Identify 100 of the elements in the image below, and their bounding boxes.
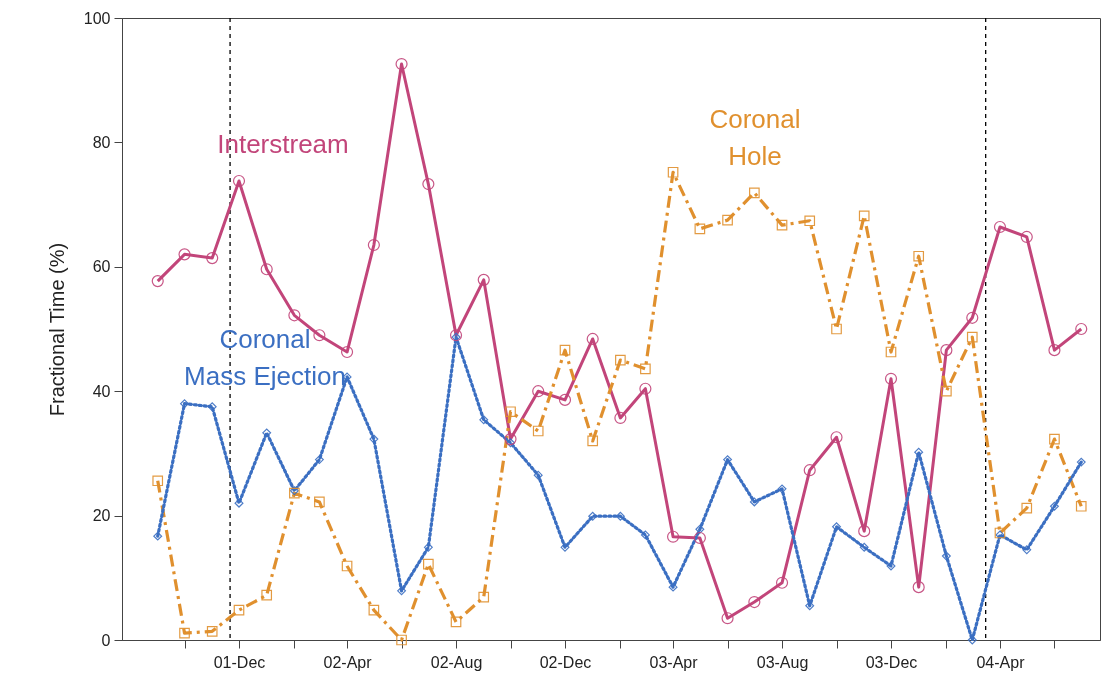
point	[478, 591, 490, 603]
point	[560, 542, 570, 552]
point	[615, 511, 625, 521]
point	[1049, 501, 1059, 511]
point	[723, 455, 733, 465]
x-tick-label: 03-Apr	[649, 653, 699, 671]
point	[695, 524, 705, 534]
point	[288, 309, 301, 322]
y-axis-title: Fractional Time (%)	[45, 242, 68, 417]
x-tick-label: 03-Aug	[756, 653, 809, 671]
point	[777, 484, 787, 494]
point	[260, 263, 273, 276]
point	[533, 470, 543, 480]
point	[588, 511, 598, 521]
x-tick-label: 03-Dec	[865, 653, 918, 671]
point	[450, 616, 462, 628]
point	[966, 311, 979, 324]
point	[587, 435, 599, 447]
point	[640, 363, 651, 375]
point	[368, 604, 380, 616]
point	[749, 187, 760, 199]
x-tick-label: 02-Dec	[539, 653, 592, 671]
point	[693, 531, 706, 545]
point	[261, 589, 273, 601]
point	[341, 345, 354, 359]
point	[858, 210, 870, 222]
point	[559, 344, 571, 356]
point	[532, 385, 545, 398]
point	[395, 57, 408, 71]
x-tick-label: 01-Dec	[213, 653, 266, 671]
point	[532, 425, 544, 437]
point	[803, 464, 816, 477]
point	[694, 223, 706, 235]
point	[748, 595, 761, 609]
y-tick-label: 20	[92, 507, 111, 525]
series-label: Coronal Mass Ejection	[184, 324, 346, 391]
x-tick-label: 02-Apr	[323, 653, 373, 671]
x-tick-label: 02-Aug	[430, 653, 483, 671]
point	[504, 433, 517, 446]
y-tick-label: 40	[92, 382, 111, 400]
point	[178, 248, 191, 261]
point	[233, 604, 245, 616]
y-tick-label: 60	[92, 258, 111, 276]
point	[207, 402, 217, 412]
point	[586, 332, 599, 346]
point	[858, 525, 871, 538]
series-label: Interstream	[217, 129, 349, 159]
point	[314, 455, 324, 465]
point	[886, 561, 896, 571]
point	[558, 393, 572, 406]
point	[234, 498, 244, 508]
point	[151, 275, 164, 288]
point	[505, 406, 516, 418]
point	[667, 166, 679, 178]
point	[262, 428, 272, 438]
point	[721, 612, 734, 625]
point	[314, 496, 325, 508]
point	[667, 530, 680, 543]
point	[993, 220, 1007, 234]
point	[885, 346, 897, 358]
point	[423, 542, 433, 552]
point	[396, 634, 407, 646]
point	[179, 627, 190, 639]
point	[313, 329, 326, 342]
point	[1076, 457, 1086, 467]
point	[640, 530, 650, 540]
point	[941, 551, 951, 561]
point	[913, 250, 925, 262]
point	[1049, 433, 1060, 445]
point	[422, 178, 435, 191]
point	[397, 586, 407, 596]
point	[180, 399, 189, 409]
point	[614, 411, 627, 425]
point	[477, 273, 490, 286]
point	[722, 214, 733, 226]
point	[966, 331, 978, 343]
point	[1048, 344, 1061, 357]
point	[341, 560, 353, 572]
point	[1021, 502, 1033, 514]
point	[639, 382, 652, 395]
point	[615, 354, 626, 366]
point	[423, 558, 434, 570]
point	[206, 252, 219, 265]
point	[776, 219, 788, 231]
point	[804, 215, 816, 227]
point	[1075, 322, 1088, 336]
x-tick-label: 04-Apr	[976, 653, 1026, 671]
point	[912, 581, 925, 594]
point	[1022, 545, 1032, 555]
point	[1075, 500, 1087, 512]
point	[940, 344, 953, 357]
point	[749, 497, 759, 507]
point	[153, 531, 163, 541]
point	[668, 582, 678, 592]
point	[859, 542, 869, 552]
point	[506, 438, 515, 448]
point	[206, 625, 218, 637]
y-tick-label: 80	[92, 133, 111, 151]
point	[232, 174, 246, 188]
y-tick-label: 0	[101, 631, 111, 649]
